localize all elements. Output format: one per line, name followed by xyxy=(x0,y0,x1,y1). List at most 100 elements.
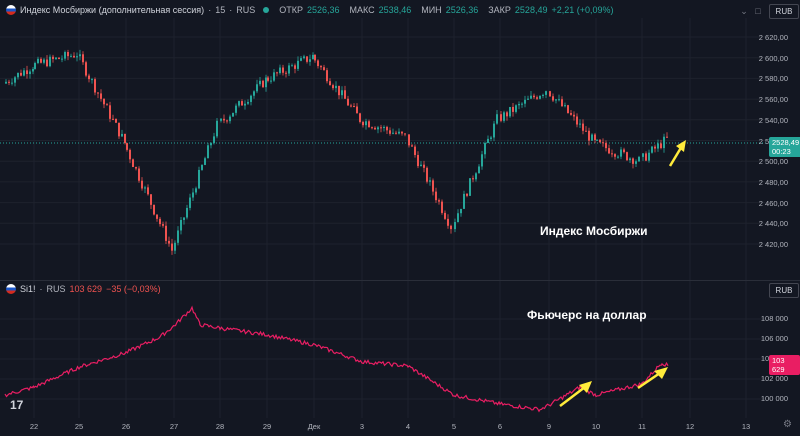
market-status-icon xyxy=(263,7,270,13)
candle-body xyxy=(521,103,523,105)
candle-body xyxy=(79,54,81,57)
candle-body xyxy=(5,81,7,84)
candle-body xyxy=(270,80,272,82)
gear-icon[interactable]: ⚙ xyxy=(783,419,792,430)
candle-body xyxy=(186,207,188,218)
x-tick-label: 12 xyxy=(685,422,695,431)
candle-body xyxy=(332,85,334,89)
x-tick-label: 26 xyxy=(121,422,131,431)
tradingview-logo[interactable]: 17 xyxy=(10,398,24,412)
candle-body xyxy=(426,167,428,182)
candle-body xyxy=(423,164,425,168)
candle-body xyxy=(594,134,596,140)
candle-body xyxy=(552,96,554,101)
candle-body xyxy=(605,142,607,149)
candle-body xyxy=(457,213,459,223)
candle-body xyxy=(291,65,293,67)
candle-body xyxy=(220,118,222,121)
candle-body xyxy=(585,130,587,132)
candle-body xyxy=(475,173,477,180)
candle-body xyxy=(312,54,314,60)
x-tick-label: 27 xyxy=(169,422,179,431)
y-tick-label: 2 560,00 xyxy=(758,95,788,105)
candle-body xyxy=(493,123,495,138)
maximize-icon[interactable]: □ xyxy=(755,6,761,16)
candle-body xyxy=(180,219,182,231)
candle-body xyxy=(267,77,269,81)
candle-body xyxy=(432,180,434,192)
x-tick-label: Дек xyxy=(307,422,321,431)
candle-body xyxy=(338,85,340,96)
candle-body xyxy=(192,192,194,198)
candle-body xyxy=(515,105,517,112)
futures-line-chart[interactable] xyxy=(0,281,800,418)
candle-body xyxy=(141,180,143,189)
candle-body xyxy=(582,123,584,131)
candle-body xyxy=(8,81,10,83)
pane-divider[interactable] xyxy=(0,280,800,281)
index-currency-button[interactable]: RUB xyxy=(769,4,799,19)
candle-body xyxy=(454,222,456,230)
candle-body xyxy=(611,153,613,155)
index-chart-pane[interactable]: Индекс Мосбиржи (дополнительная сессия) … xyxy=(0,0,800,280)
candle-body xyxy=(620,149,622,157)
futures-change: −35 (−0,03%) xyxy=(106,284,161,294)
candle-body xyxy=(539,95,541,99)
y-tick-label: 100 000 xyxy=(760,394,788,403)
candle-body xyxy=(238,101,240,106)
high-label: МАКС xyxy=(349,5,375,15)
candle-body xyxy=(450,225,452,230)
candle-body xyxy=(232,112,234,117)
candle-body xyxy=(623,149,625,153)
candle-body xyxy=(392,132,394,134)
candle-body xyxy=(512,106,514,112)
candle-body xyxy=(487,138,489,143)
y-tick-label: 2 440,00 xyxy=(758,219,788,229)
index-candlestick-chart[interactable] xyxy=(0,0,800,280)
candle-body xyxy=(323,67,325,71)
x-tick-label: 6 xyxy=(497,422,503,431)
y-tick-label: 2 540,00 xyxy=(758,115,788,125)
candle-body xyxy=(344,90,346,99)
y-tick-label: 2 620,00 xyxy=(758,33,788,42)
candle-body xyxy=(189,197,191,208)
x-tick-label: 13 xyxy=(741,422,751,431)
candle-body xyxy=(438,200,440,202)
candle-body xyxy=(294,65,296,69)
candle-body xyxy=(472,178,474,180)
candle-body xyxy=(657,143,659,149)
candle-body xyxy=(73,55,75,58)
candle-body xyxy=(247,101,249,104)
candle-body xyxy=(536,97,538,99)
futures-currency-button[interactable]: RUB xyxy=(769,283,799,298)
candle-body xyxy=(195,188,197,193)
candle-body xyxy=(11,82,13,84)
annotation-arrow xyxy=(637,371,661,390)
candle-body xyxy=(183,217,185,220)
candle-body xyxy=(34,63,36,69)
candle-body xyxy=(377,127,379,130)
candle-body xyxy=(213,136,215,144)
candle-body xyxy=(469,178,471,196)
chevron-down-icon[interactable]: ⌄ xyxy=(740,6,748,16)
candle-body xyxy=(411,145,413,147)
candle-body xyxy=(374,127,376,130)
futures-symbol[interactable]: Si1! xyxy=(20,284,36,294)
x-tick-label: 28 xyxy=(215,422,225,431)
candle-body xyxy=(138,168,140,181)
x-tick-label: 4 xyxy=(405,422,411,431)
index-last-price-tag: 2528,49 00:23 xyxy=(769,137,800,157)
futures-chart-pane[interactable]: Si1! · RUS 103 629 −35 (−0,03%) RUB 108 … xyxy=(0,281,800,418)
index-symbol[interactable]: Индекс Мосбиржи (дополнительная сессия) xyxy=(20,5,205,15)
candle-body xyxy=(329,81,331,86)
candle-body xyxy=(466,193,468,196)
candle-body xyxy=(362,121,364,126)
futures-exchange: RUS xyxy=(46,284,66,294)
candle-body xyxy=(97,92,99,94)
open-value: 2526,36 xyxy=(306,5,340,15)
futures-last-price-tag: 103 629 xyxy=(769,355,800,375)
candle-body xyxy=(159,218,161,225)
candle-body xyxy=(460,208,462,214)
candle-body xyxy=(223,118,225,121)
y-tick-label: 2 600,00 xyxy=(758,53,788,63)
